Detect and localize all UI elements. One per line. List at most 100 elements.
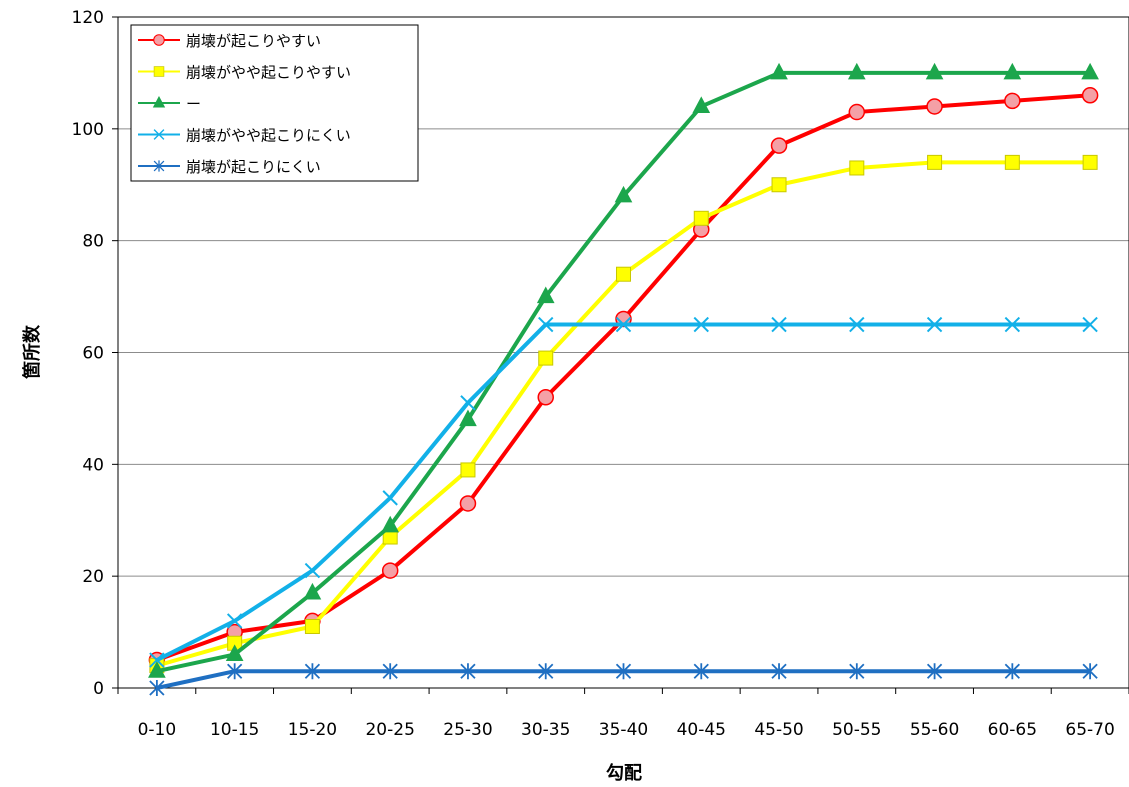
x-tick-label: 10-15 [210, 720, 259, 740]
data-point [1003, 62, 1022, 80]
data-point [536, 286, 555, 304]
data-point [382, 663, 398, 680]
data-point [926, 663, 943, 680]
data-point [1004, 154, 1020, 170]
data-point [849, 663, 865, 680]
data-point [927, 154, 943, 170]
data-point [225, 644, 244, 661]
y-tick-label: 120 [72, 8, 104, 28]
x-tick-label: 15-20 [288, 720, 337, 740]
data-point [771, 663, 787, 680]
data-point [1004, 316, 1021, 333]
x-tick-label: 30-35 [521, 720, 570, 740]
data-point [1081, 62, 1099, 80]
series-line [156, 160, 1091, 668]
data-point [926, 98, 943, 115]
x-tick-label: 0-10 [138, 720, 177, 740]
data-point [849, 160, 865, 176]
data-point [1082, 663, 1098, 680]
x-tick-label: 65-70 [1065, 720, 1114, 740]
x-tick-label: 35-40 [599, 720, 648, 740]
data-point [304, 562, 321, 579]
data-point [382, 490, 398, 506]
x-tick-label: 60-65 [988, 720, 1037, 740]
data-point [616, 266, 631, 282]
data-point [149, 680, 165, 696]
legend-marker [153, 129, 165, 140]
data-point [227, 663, 243, 680]
data-point [692, 96, 711, 113]
data-point [381, 515, 400, 533]
x-tick-label: 55-60 [910, 720, 959, 740]
data-point [304, 618, 320, 634]
data-point [1004, 663, 1020, 680]
data-point [1082, 316, 1098, 333]
legend-entry: 崩壊が起こりにくい [138, 158, 321, 176]
data-point [770, 137, 788, 154]
legend-label: 崩壊が起こりにくい [186, 158, 321, 176]
data-point [615, 316, 632, 333]
y-tick-label: 40 [82, 455, 104, 475]
data-point [226, 613, 243, 629]
y-tick-label: 80 [82, 232, 104, 252]
legend-marker [153, 34, 165, 46]
data-point [460, 462, 476, 478]
y-tick-label: 20 [82, 567, 104, 587]
data-point [1082, 154, 1098, 170]
x-tick-label: 40-45 [677, 720, 726, 740]
data-point [1004, 92, 1021, 110]
data-point [459, 409, 477, 427]
legend: 崩壊が起こりやすい崩壊がやや起こりやすいー崩壊がやや起こりにくい崩壊が起こりにく… [130, 24, 419, 182]
series-group [148, 62, 1099, 696]
legend-label: 崩壊がやや起こりやすい [186, 64, 351, 82]
data-point [303, 582, 322, 600]
y-axis-title: 箇所数 [21, 324, 43, 379]
data-point [771, 177, 787, 193]
data-point [460, 395, 476, 411]
axes: 0 20 40 60 80 100 120 0-10 10-15 15-20 20-25 25-30 3… [72, 8, 1129, 740]
legend-entry: 崩壊がやや起こりにくい [138, 127, 351, 145]
legend-marker [153, 66, 165, 77]
data-point [614, 185, 633, 203]
data-point [847, 62, 866, 80]
data-point [771, 316, 787, 333]
data-point [381, 562, 399, 579]
y-tick-label: 100 [72, 120, 104, 140]
data-point [849, 316, 865, 333]
data-point [459, 495, 477, 512]
data-point [537, 388, 554, 406]
data-point [538, 663, 554, 680]
data-point [304, 663, 321, 680]
series-line [155, 322, 1091, 662]
data-point [1081, 87, 1099, 104]
x-tick-label: 45-50 [754, 720, 803, 740]
x-tick-label: 25-30 [443, 720, 492, 740]
data-point [460, 663, 476, 680]
y-tick-label: 60 [82, 344, 104, 364]
data-point [615, 663, 632, 680]
data-point [926, 316, 943, 333]
y-tick-label: 0 [93, 679, 104, 699]
series-4 [149, 316, 1098, 668]
x-tick-label: 20-25 [365, 720, 414, 740]
data-point [848, 103, 866, 121]
x-tick-label: 50-55 [832, 720, 881, 740]
data-point [693, 210, 709, 226]
legend-entry: ー [138, 95, 201, 113]
legend-label: 崩壊が起こりやすい [186, 32, 321, 50]
legend-marker [153, 160, 165, 172]
data-point [925, 62, 944, 80]
data-point [148, 661, 166, 678]
series-2 [149, 154, 1098, 674]
data-point [693, 316, 709, 333]
x-axis-title: 勾配 [606, 762, 642, 784]
legend-entry: 崩壊が起こりやすい [138, 32, 321, 50]
legend-label: ー [186, 95, 201, 113]
data-point [538, 350, 554, 366]
series-3 [148, 62, 1099, 678]
legend-entry: 崩壊がやや起こりやすい [138, 64, 351, 82]
data-point [538, 316, 554, 333]
data-point [149, 652, 165, 668]
data-point [693, 663, 709, 680]
